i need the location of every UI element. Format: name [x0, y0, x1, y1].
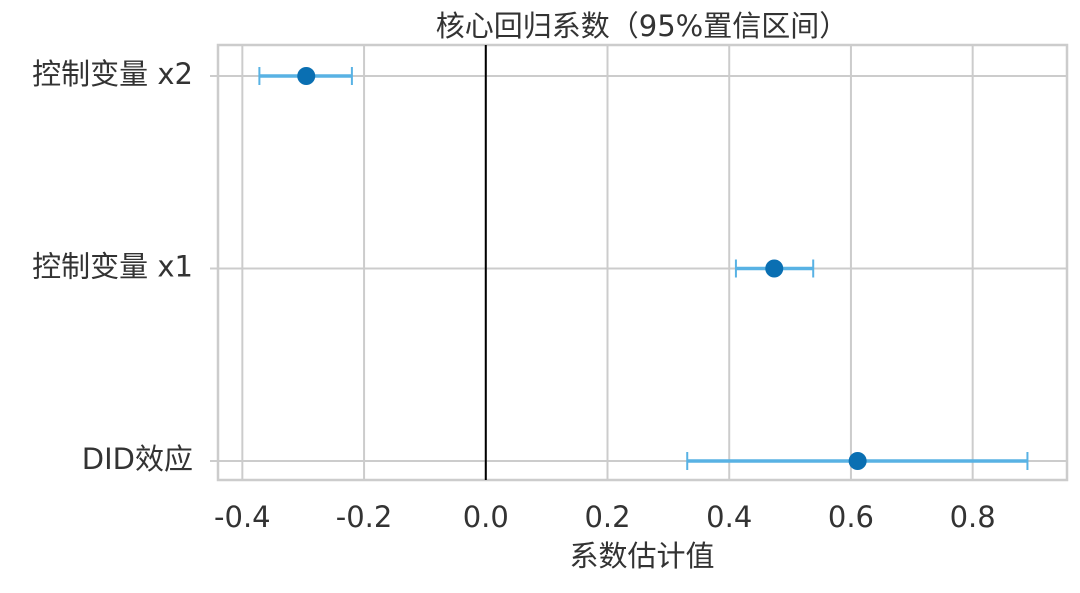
- y-tick-label: DID效应: [82, 442, 193, 476]
- plot-border: [216, 43, 1069, 482]
- y-tick-label: 控制变量 x2: [32, 57, 193, 91]
- point: [848, 452, 867, 470]
- x-tick-label: 0.4: [706, 500, 752, 534]
- chart-title: 核心回归系数（95%置信区间）: [436, 9, 848, 43]
- x-tick-label: 0.8: [950, 500, 996, 534]
- y-tick-label: 控制变量 x1: [32, 250, 193, 284]
- x-tick-label: -0.4: [214, 500, 271, 534]
- x-axis-label: 系数估计值: [569, 539, 714, 573]
- point: [297, 67, 316, 85]
- x-tick-label: 0.6: [828, 500, 874, 534]
- x-tick-label: -0.2: [336, 500, 393, 534]
- point: [765, 259, 784, 278]
- x-tick-label: 0.0: [463, 500, 509, 534]
- x-tick-label: 0.2: [584, 500, 630, 534]
